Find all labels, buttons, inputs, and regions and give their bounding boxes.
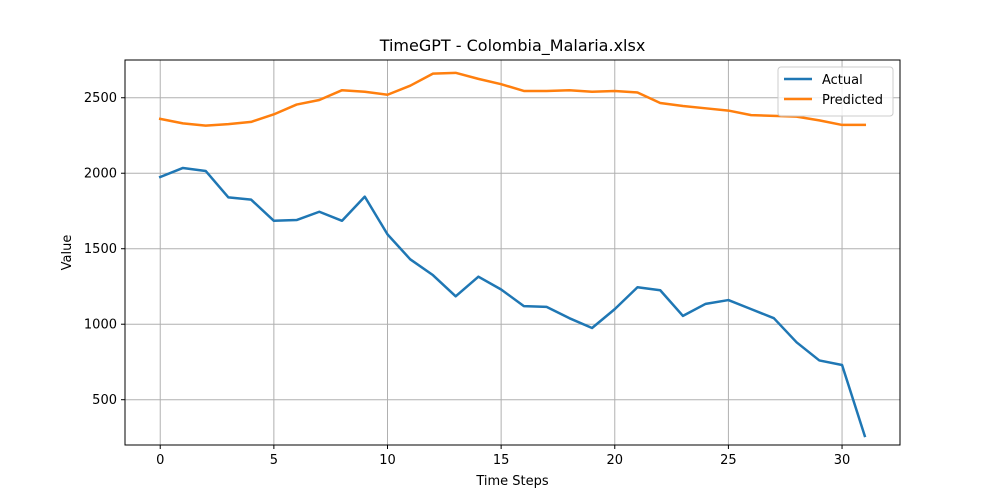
x-axis: 0 5 10 15 20 25 30 [156,445,850,468]
x-tick-label-25: 25 [720,453,737,468]
chart-title: TimeGPT - Colombia_Malaria.xlsx [379,36,646,56]
x-tick-label-20: 20 [606,453,623,468]
legend-label-actual: Actual [822,73,863,88]
y-tick-label-500: 500 [92,393,117,408]
legend-label-predicted: Predicted [822,93,883,108]
y-axis: 500 1000 1500 2000 2500 [84,91,125,408]
plot-frame [124,59,901,446]
series-line-actual [158,166,867,438]
x-tick-label-10: 10 [379,453,396,468]
grid [125,60,900,445]
legend: Actual Predicted [777,66,894,117]
series-lines [158,71,867,438]
y-tick-label-2500: 2500 [84,91,117,106]
y-tick-label-1500: 1500 [84,242,117,257]
x-tick-label-15: 15 [493,453,510,468]
series-line-predicted [158,71,867,127]
x-tick-label-5: 5 [270,453,278,468]
x-tick-label-30: 30 [834,453,851,468]
y-tick-label-2000: 2000 [84,167,117,182]
y-axis-label: Value [60,235,75,271]
x-axis-label: Time Steps [475,474,549,489]
x-tick-label-0: 0 [156,453,164,468]
y-tick-label-1000: 1000 [84,318,117,333]
